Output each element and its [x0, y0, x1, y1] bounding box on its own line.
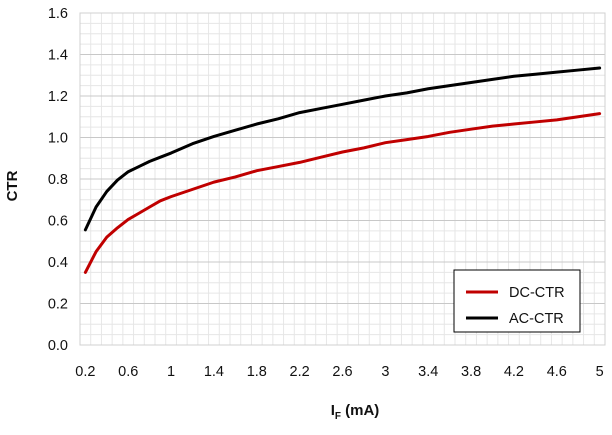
plot-border	[79, 12, 606, 346]
x-tick-label: 2.2	[290, 364, 310, 380]
x-tick-label: 5	[596, 364, 604, 380]
x-tick-label: 3.4	[418, 364, 438, 380]
plot-frame	[79, 12, 606, 346]
x-tick-label: 1.4	[204, 364, 224, 380]
x-axis-title: IF (mA)	[331, 402, 380, 422]
x-tick-label: 0.2	[75, 364, 95, 380]
y-tick-label: 0.8	[48, 172, 68, 188]
y-tick-label: 0.0	[48, 338, 68, 354]
x-tick-label: 4.6	[547, 364, 567, 380]
x-axis-ticks: 0.2 0.6 1 1.4 1.8 2.2 2.6 3 3.4 3.8 4.2 4.6 5	[75, 364, 603, 380]
y-tick-label: 1.0	[48, 131, 68, 147]
series-layer	[83, 66, 602, 274]
x-tick-label: 2.6	[332, 364, 352, 380]
x-axis-title-unit: (mA)	[341, 402, 379, 419]
y-axis-title: CTR	[4, 170, 21, 201]
x-tick-label: 1.8	[247, 364, 267, 380]
y-tick-label: 1.2	[48, 89, 68, 105]
x-axis-title-main: I	[331, 402, 335, 419]
x-tick-label: 1	[167, 364, 175, 380]
y-axis-ticks: 0.0 0.2 0.4 0.6 0.8 1.0 1.2 1.4 1.6	[48, 6, 68, 354]
series-line-dc-ctr	[83, 112, 602, 274]
y-tick-label: 1.4	[48, 48, 68, 64]
x-axis-title-subscript: F	[335, 411, 341, 422]
x-tick-label: 3.8	[461, 364, 481, 380]
legend-label-ac-ctr: AC-CTR	[509, 311, 564, 327]
series-line-ac-ctr	[83, 66, 602, 232]
x-tick-label: 0.6	[118, 364, 138, 380]
legend-label-dc-ctr: DC-CTR	[509, 285, 565, 301]
y-tick-label: 1.6	[48, 6, 68, 22]
x-tick-label: 4.2	[504, 364, 524, 380]
x-tick-label: 3	[381, 364, 389, 380]
y-tick-label: 0.2	[48, 297, 68, 313]
legend-box	[453, 269, 581, 333]
y-tick-label: 0.6	[48, 214, 68, 230]
legend: DC-CTR AC-CTR	[453, 269, 581, 333]
y-tick-label: 0.4	[48, 255, 68, 271]
